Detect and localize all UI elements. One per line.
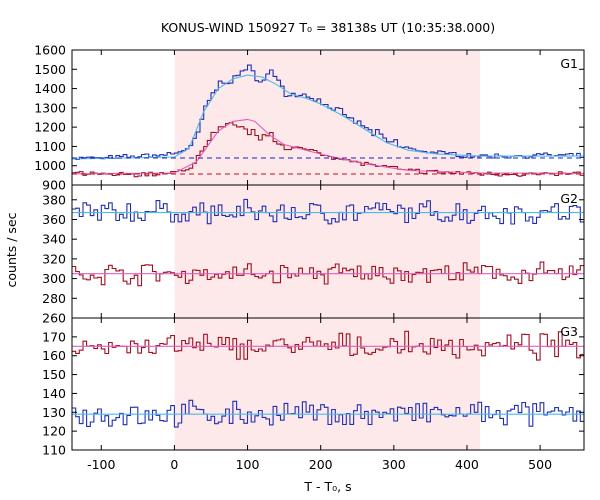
y-tick-label: 320 — [42, 251, 66, 266]
y-tick-label: 110 — [42, 443, 66, 458]
series-g2-hard — [72, 261, 584, 287]
y-tick-label: 140 — [42, 386, 66, 401]
series-g2-raw — [72, 198, 584, 225]
plot-area: 9001000110012001300140015001600G12602803… — [34, 43, 585, 472]
y-tick-label: 120 — [42, 424, 66, 439]
y-tick-label: 130 — [42, 405, 66, 420]
panel-series-group — [72, 330, 584, 428]
y-tick-label: 150 — [42, 367, 66, 382]
panel-frame — [71, 317, 585, 451]
series-g1-smooth-fit — [72, 74, 584, 160]
x-tick-label: 100 — [236, 457, 260, 472]
y-tick-label: 1600 — [34, 43, 66, 58]
y-tick-label: 360 — [42, 212, 66, 227]
y-tick-label: 1200 — [34, 120, 66, 135]
y-tick-label: 280 — [42, 291, 66, 306]
x-tick-label: 0 — [170, 457, 178, 472]
series-g3-hard — [72, 330, 584, 361]
y-tick-label: 340 — [42, 232, 66, 247]
y-axis-label: counts / sec — [4, 212, 19, 287]
x-tick-label: 300 — [382, 457, 406, 472]
y-tick-label: 1300 — [34, 100, 66, 115]
y-tick-label: 380 — [42, 192, 66, 207]
panel-label: G3 — [560, 324, 578, 339]
y-tick-label: 1100 — [34, 139, 66, 154]
panel-series-group — [72, 64, 584, 178]
y-tick-label: 1500 — [34, 62, 66, 77]
panel-series-group — [72, 198, 584, 287]
panel-g1: 900 1000 1100 1200 1300 1400 1500 1600 G1 — [34, 43, 585, 193]
y-tick-label: 1000 — [34, 158, 66, 173]
y-tick-label: 900 — [42, 178, 66, 193]
y-tick-label: 300 — [42, 271, 66, 286]
x-tick-label: 200 — [309, 457, 333, 472]
series-g1-hard_smooth-fit — [72, 118, 584, 175]
x-tick-label: 400 — [455, 457, 479, 472]
chart-title: KONUS-WIND 150927 T₀ = 38138s UT (10:35:… — [161, 20, 495, 35]
panel-label: G1 — [560, 56, 578, 71]
x-tick-label: -100 — [87, 457, 115, 472]
x-tick-label: 500 — [528, 457, 552, 472]
panel-label: G2 — [560, 191, 578, 206]
series-g3-raw — [72, 399, 584, 428]
y-tick-label: 1400 — [34, 81, 66, 96]
highlight-band — [174, 50, 481, 450]
y-tick-label: 170 — [42, 329, 66, 344]
x-axis-label: T - T₀, s — [303, 479, 351, 494]
panel-g3: 110 120 130 140 150 160 170 G3 — [42, 317, 585, 458]
y-tick-label: 260 — [42, 311, 66, 326]
y-tick-label: 160 — [42, 348, 66, 363]
